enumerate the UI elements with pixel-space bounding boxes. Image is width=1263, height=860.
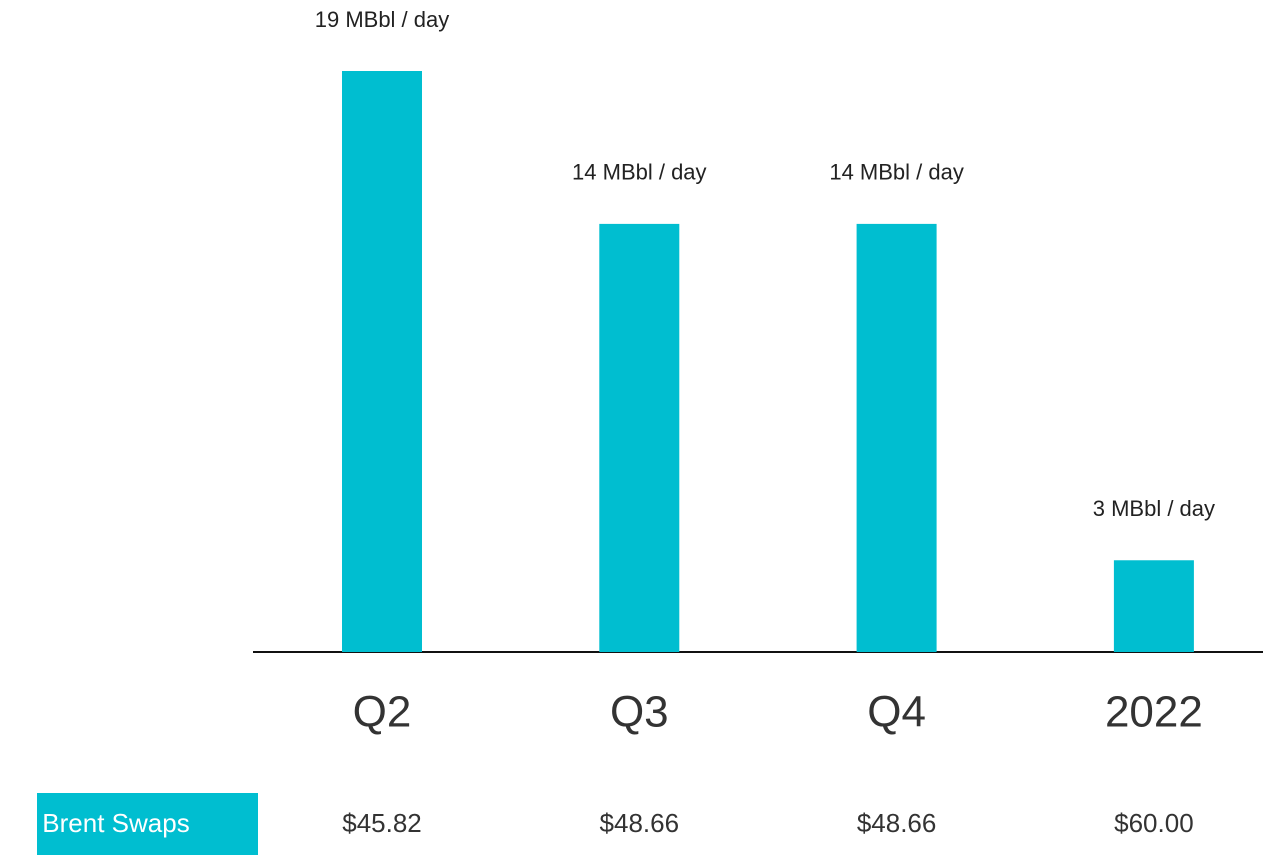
row-label: Brent Swaps — [42, 808, 189, 838]
value-label: 14 MBbl / day — [572, 160, 707, 185]
bar — [599, 223, 680, 653]
row-label-box — [37, 793, 258, 855]
x-tick-label: Q4 — [867, 688, 926, 737]
x-tick-label: Q2 — [353, 688, 412, 737]
row-value: $60.00 — [1114, 808, 1194, 838]
value-label: 19 MBbl / day — [315, 7, 450, 32]
bar — [342, 71, 422, 652]
bar — [856, 223, 937, 653]
row-value: $45.82 — [342, 808, 422, 838]
x-tick-label: Q3 — [610, 688, 669, 737]
row-value: $48.66 — [600, 808, 680, 838]
row-value: $48.66 — [857, 808, 937, 838]
bar — [1113, 560, 1194, 652]
value-label: 3 MBbl / day — [1093, 496, 1215, 521]
x-tick-label: 2022 — [1105, 688, 1203, 737]
value-label: 14 MBbl / day — [829, 160, 964, 185]
